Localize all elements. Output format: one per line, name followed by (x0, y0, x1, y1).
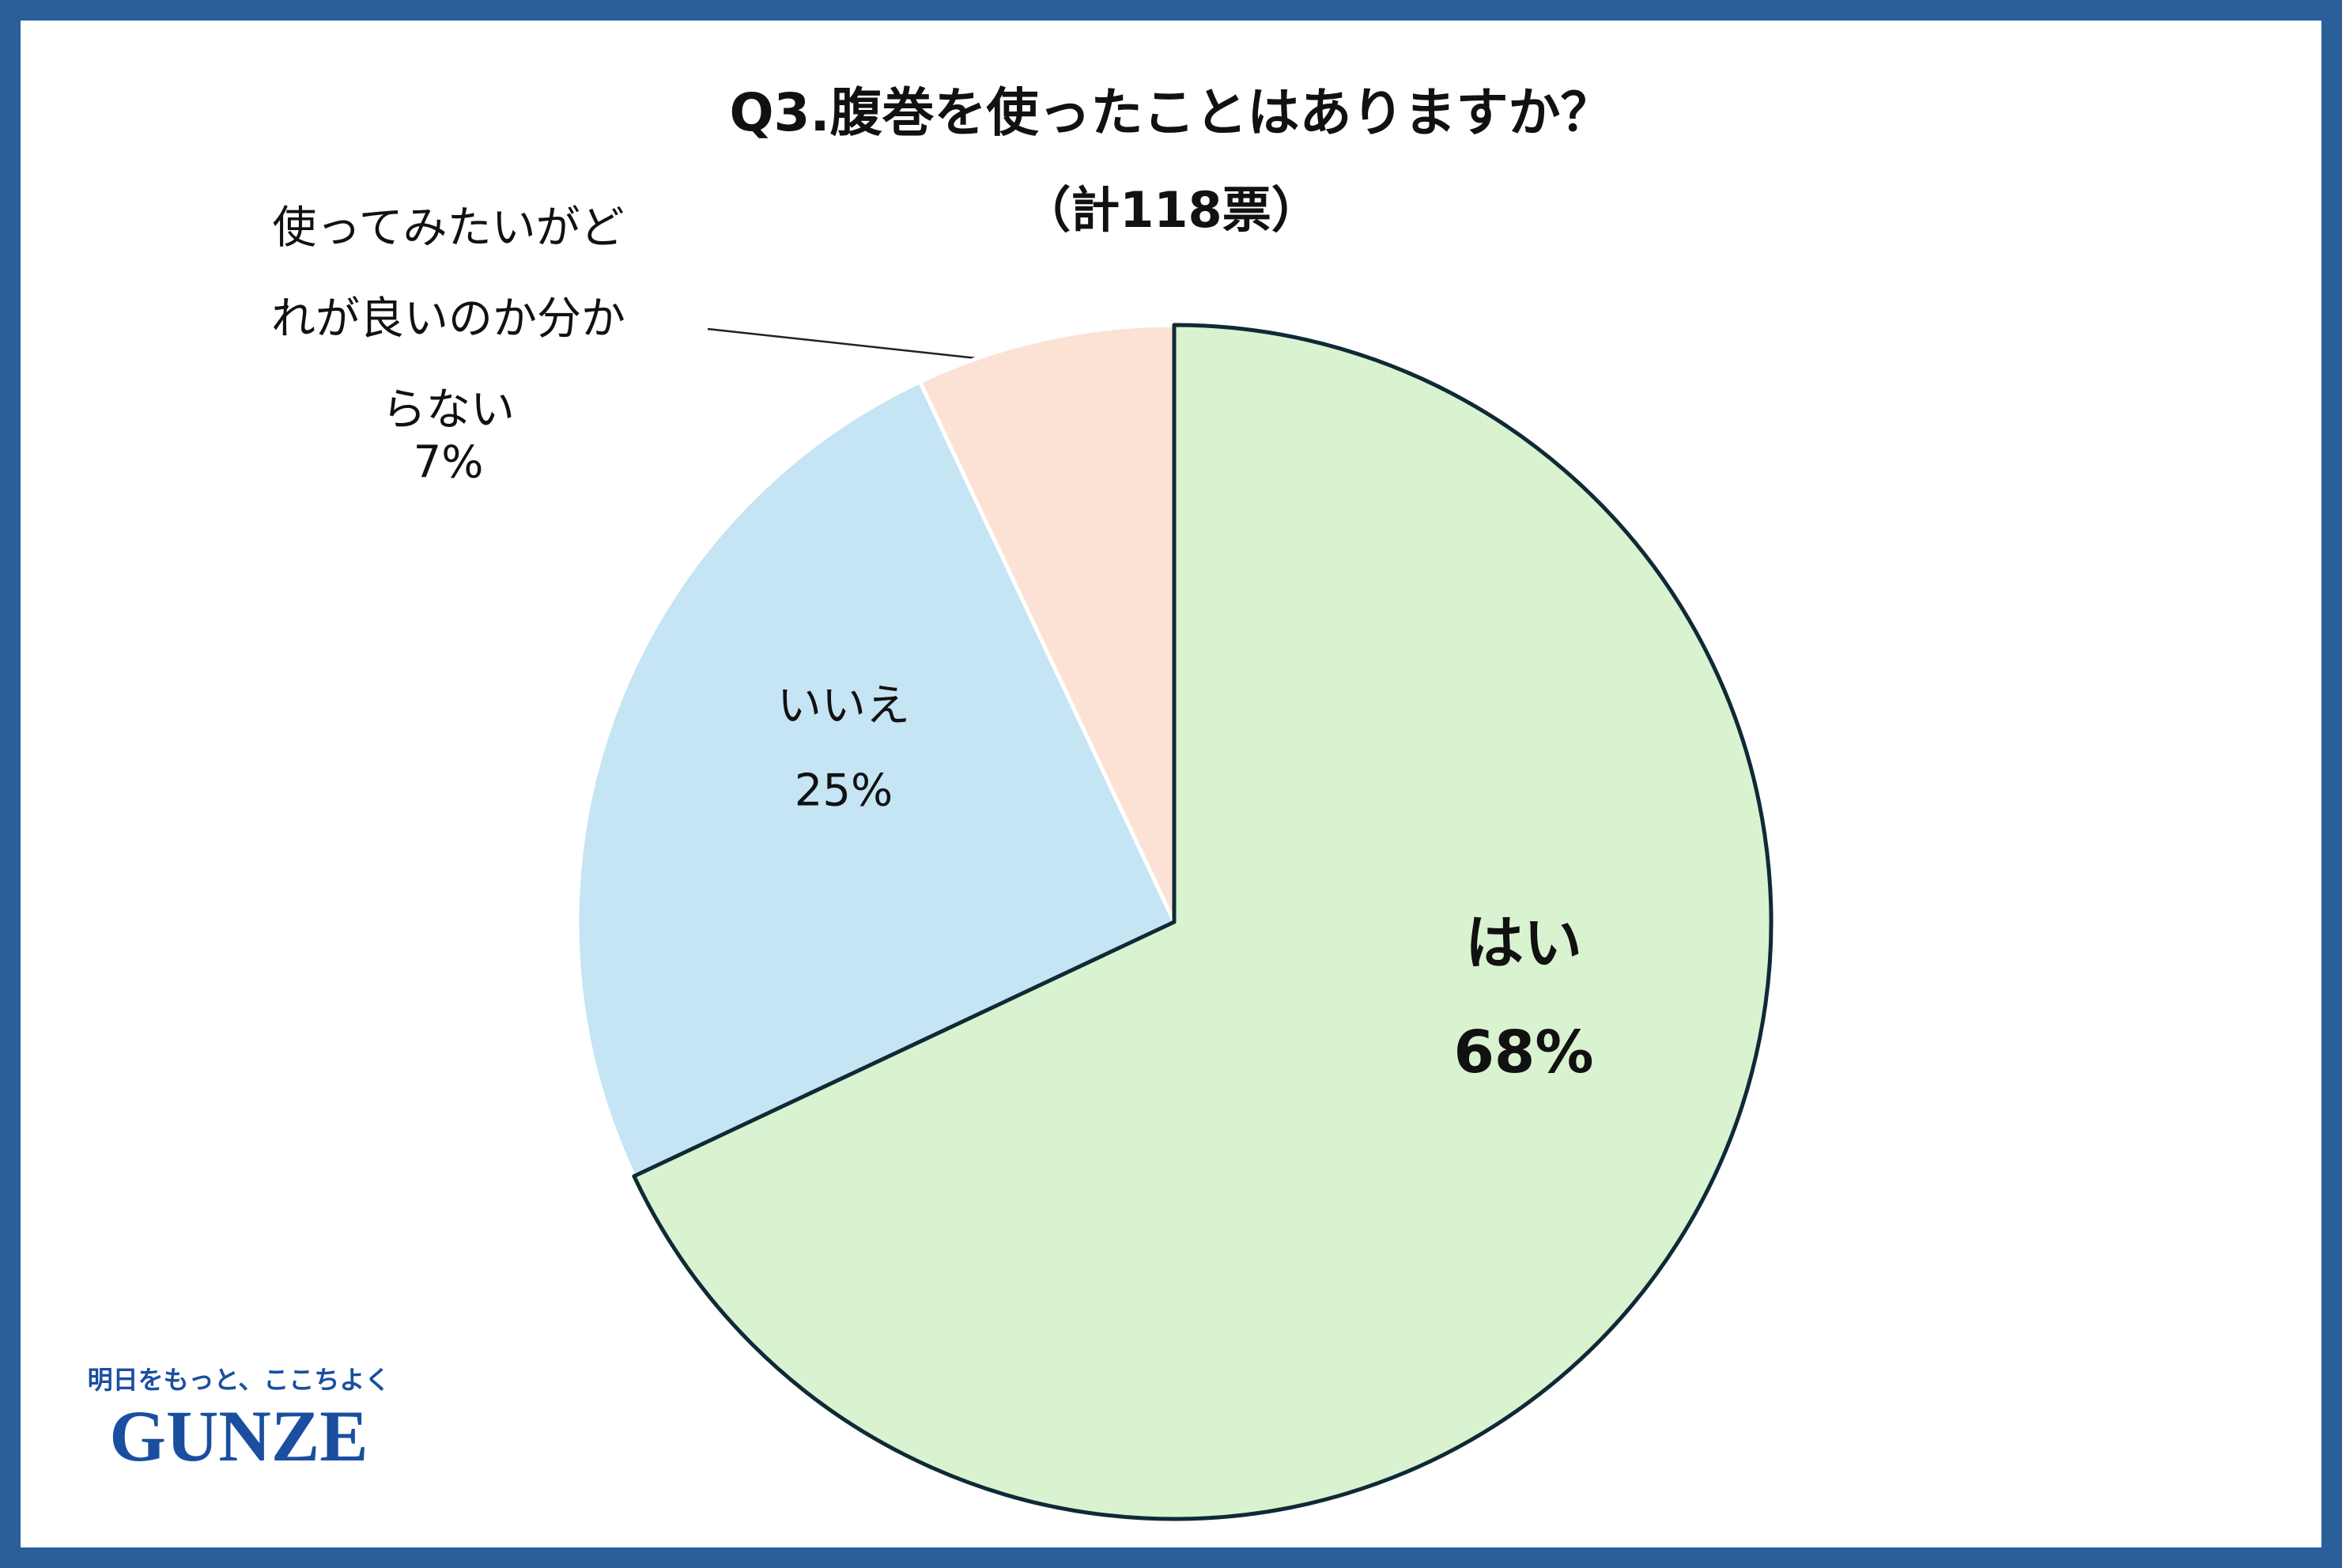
value-label: 25% (794, 765, 893, 817)
value-label: 7% (413, 436, 484, 489)
logo-tagline: 明日をもっと、ここちよく (88, 1365, 391, 1395)
slice-label: はい (1465, 909, 1582, 978)
pie-slice (918, 323, 1177, 924)
chart-title: Q3.腹巻を使ったことはありますか？ (729, 82, 1612, 143)
pie (575, 323, 1773, 1521)
logo-brand: GUNZE (109, 1396, 368, 1476)
pie-slice (632, 323, 1773, 1521)
slice-label: 使ってみたいがどれが良いのか分からない (271, 202, 625, 436)
pie-slice (575, 380, 1177, 1178)
chart-subtitle: （計118票） (1022, 181, 1320, 239)
value-label: 68% (1453, 1018, 1594, 1087)
slice-label: いいえ (777, 680, 910, 732)
leader-line (707, 327, 977, 360)
